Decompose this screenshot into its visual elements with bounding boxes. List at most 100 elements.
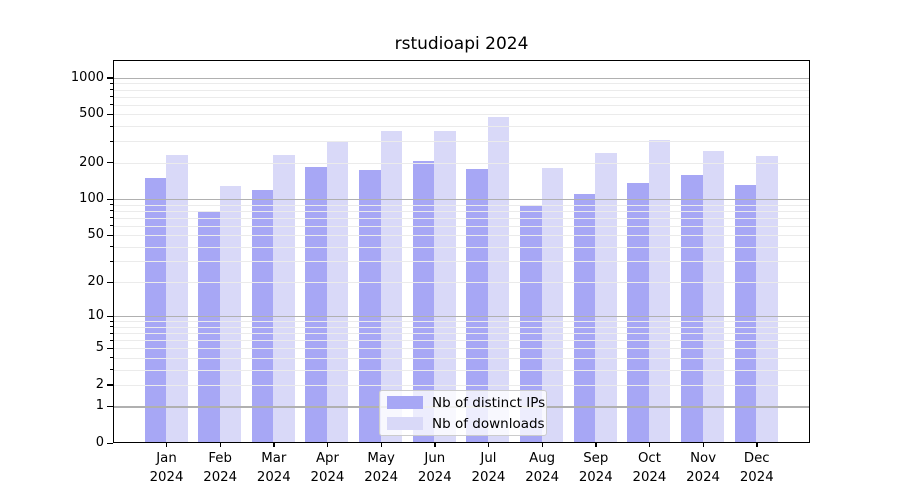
- x-tick-label: Dec 2024: [739, 451, 774, 485]
- bar-aug-downloads: [541, 167, 564, 443]
- y-minor-tick-mark: [109, 89, 113, 91]
- grid-line-minor: [113, 89, 810, 91]
- grid-line-minor: [113, 217, 810, 219]
- grid-line-minor: [113, 225, 810, 227]
- y-minor-tick-mark: [109, 104, 113, 106]
- y-minor-tick-mark: [109, 332, 113, 334]
- y-tick-label: 100: [79, 191, 104, 207]
- x-tick-mark: [595, 443, 597, 447]
- x-tick-label: Apr 2024: [310, 451, 345, 485]
- y-tick-mark: [107, 198, 113, 200]
- grid-line-minor: [113, 333, 810, 335]
- x-tick-label: Oct 2024: [632, 451, 667, 485]
- x-tick-mark: [380, 443, 382, 447]
- bar-jul-distinct-ips: [466, 169, 488, 443]
- x-tick-label: Mar 2024: [256, 451, 291, 485]
- bar-sep-distinct-ips: [573, 194, 596, 443]
- grid-line-minor: [113, 348, 810, 350]
- y-minor-tick-mark: [109, 326, 113, 328]
- grid-line-minor: [113, 321, 810, 323]
- y-tick-mark: [107, 315, 113, 318]
- bar-may-distinct-ips: [359, 170, 381, 443]
- bar-apr-distinct-ips: [305, 167, 327, 443]
- x-tick-mark: [434, 443, 436, 447]
- grid-line-minor: [113, 384, 810, 386]
- x-tick-label: Feb 2024: [203, 451, 238, 485]
- legend-label-distinct-ips: Nb of distinct IPs: [432, 394, 546, 411]
- x-tick-mark: [702, 443, 704, 447]
- y-tick-mark: [107, 77, 113, 79]
- x-tick-mark: [487, 443, 490, 447]
- legend-swatch-distinct-ips: [387, 396, 423, 409]
- grid-line-minor: [113, 235, 810, 237]
- x-tick-mark: [219, 443, 221, 447]
- grid-line-minor: [113, 326, 810, 328]
- bar-nov-downloads: [702, 151, 725, 443]
- bar-jun-downloads: [434, 130, 456, 443]
- grid-line-minor: [113, 261, 810, 263]
- bar-dec-distinct-ips: [734, 184, 757, 443]
- y-tick-mark: [107, 405, 113, 408]
- bar-aug-distinct-ips: [520, 206, 542, 443]
- x-tick-mark: [326, 443, 329, 447]
- grid-line-minor: [113, 126, 810, 128]
- x-tick-label: Aug 2024: [525, 451, 560, 485]
- y-tick-label: 200: [79, 154, 104, 170]
- grid-line-major: [113, 199, 810, 201]
- legend-label-downloads: Nb of downloads: [432, 415, 545, 432]
- bar-mar-downloads: [273, 154, 295, 443]
- y-tick-mark: [107, 281, 113, 283]
- grid-line-minor: [113, 369, 810, 371]
- bar-feb-downloads: [219, 185, 242, 443]
- grid-line-minor: [113, 246, 810, 248]
- y-tick-mark: [107, 234, 113, 236]
- y-minor-tick-mark: [109, 225, 113, 227]
- bar-oct-downloads: [648, 139, 671, 443]
- y-minor-tick-mark: [109, 125, 113, 127]
- x-tick-label: Nov 2024: [686, 451, 721, 485]
- grid-line-minor: [113, 141, 810, 143]
- grid-line-minor: [113, 114, 810, 116]
- y-minor-tick-mark: [109, 82, 113, 84]
- bar-jun-distinct-ips: [412, 161, 435, 443]
- y-tick-mark: [107, 384, 113, 386]
- x-tick-mark: [541, 443, 543, 447]
- x-tick-mark: [166, 443, 168, 447]
- grid-line-major: [113, 77, 810, 79]
- y-tick-label: 1: [95, 398, 104, 414]
- y-minor-tick-mark: [109, 320, 113, 322]
- bar-sep-downloads: [595, 153, 617, 443]
- y-tick-label: 1000: [70, 69, 104, 85]
- bar-nov-distinct-ips: [681, 174, 703, 443]
- y-minor-tick-mark: [109, 217, 113, 219]
- x-tick-mark: [273, 443, 275, 447]
- x-tick-mark: [756, 443, 758, 447]
- y-tick-label: 20: [87, 274, 104, 290]
- y-minor-tick-mark: [109, 369, 113, 371]
- grid-line-major: [113, 316, 810, 318]
- legend-item-downloads: Nb of downloads: [387, 416, 545, 432]
- grid-line-minor: [113, 83, 810, 85]
- y-tick-label: 10: [87, 308, 104, 324]
- y-minor-tick-mark: [109, 260, 113, 262]
- y-tick-label: 2: [95, 376, 104, 392]
- y-tick-label: 500: [79, 106, 104, 122]
- x-tick-label: Jan 2024: [149, 451, 184, 485]
- bar-feb-distinct-ips: [198, 210, 220, 443]
- bar-jan-downloads: [166, 155, 188, 443]
- x-tick-label: Jul 2024: [471, 451, 506, 485]
- y-tick-mark: [107, 162, 113, 164]
- y-tick-mark: [107, 442, 113, 444]
- y-tick-label: 5: [95, 340, 104, 356]
- grid-line-minor: [113, 204, 810, 206]
- grid-line-minor: [113, 104, 810, 106]
- x-tick-label: Sep 2024: [578, 451, 613, 485]
- x-tick-mark: [648, 443, 651, 447]
- bar-dec-downloads: [756, 155, 778, 443]
- grid-line-minor: [113, 357, 810, 359]
- y-minor-tick-mark: [109, 140, 113, 142]
- grid-line-minor: [113, 282, 810, 284]
- grid-line-minor: [113, 210, 810, 212]
- chart-title: rstudioapi 2024: [394, 34, 529, 54]
